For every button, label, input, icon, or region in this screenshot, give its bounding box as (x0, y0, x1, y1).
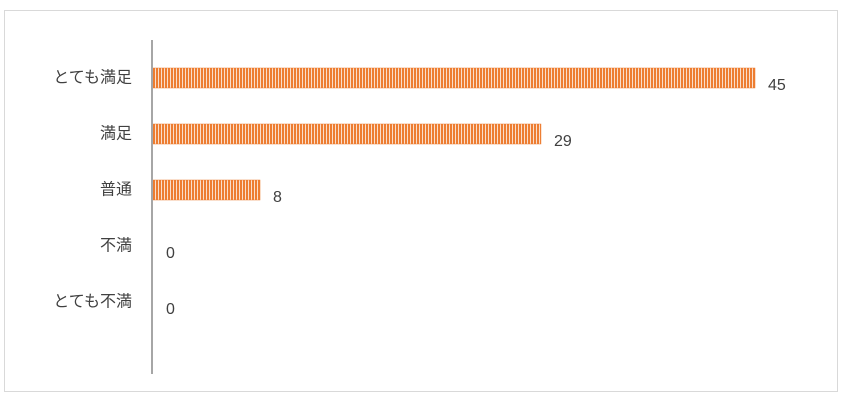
data-label: 0 (166, 245, 175, 262)
data-label: 0 (166, 301, 175, 318)
bars-group (152, 67, 756, 201)
category-label: 満足 (100, 124, 132, 143)
category-label: とても満足 (53, 68, 132, 87)
bar (152, 123, 542, 145)
data-label: 45 (768, 77, 786, 94)
category-label: 普通 (100, 180, 132, 199)
data-label: 8 (273, 189, 282, 206)
bar (152, 179, 261, 201)
category-label: とても不満 (53, 292, 132, 311)
bar (152, 67, 756, 89)
data-label: 29 (554, 133, 572, 150)
category-label: 不満 (100, 236, 132, 255)
labels-group: とても満足 45 満足 29 普通 8 不満 0 とても不満 0 (53, 68, 786, 319)
